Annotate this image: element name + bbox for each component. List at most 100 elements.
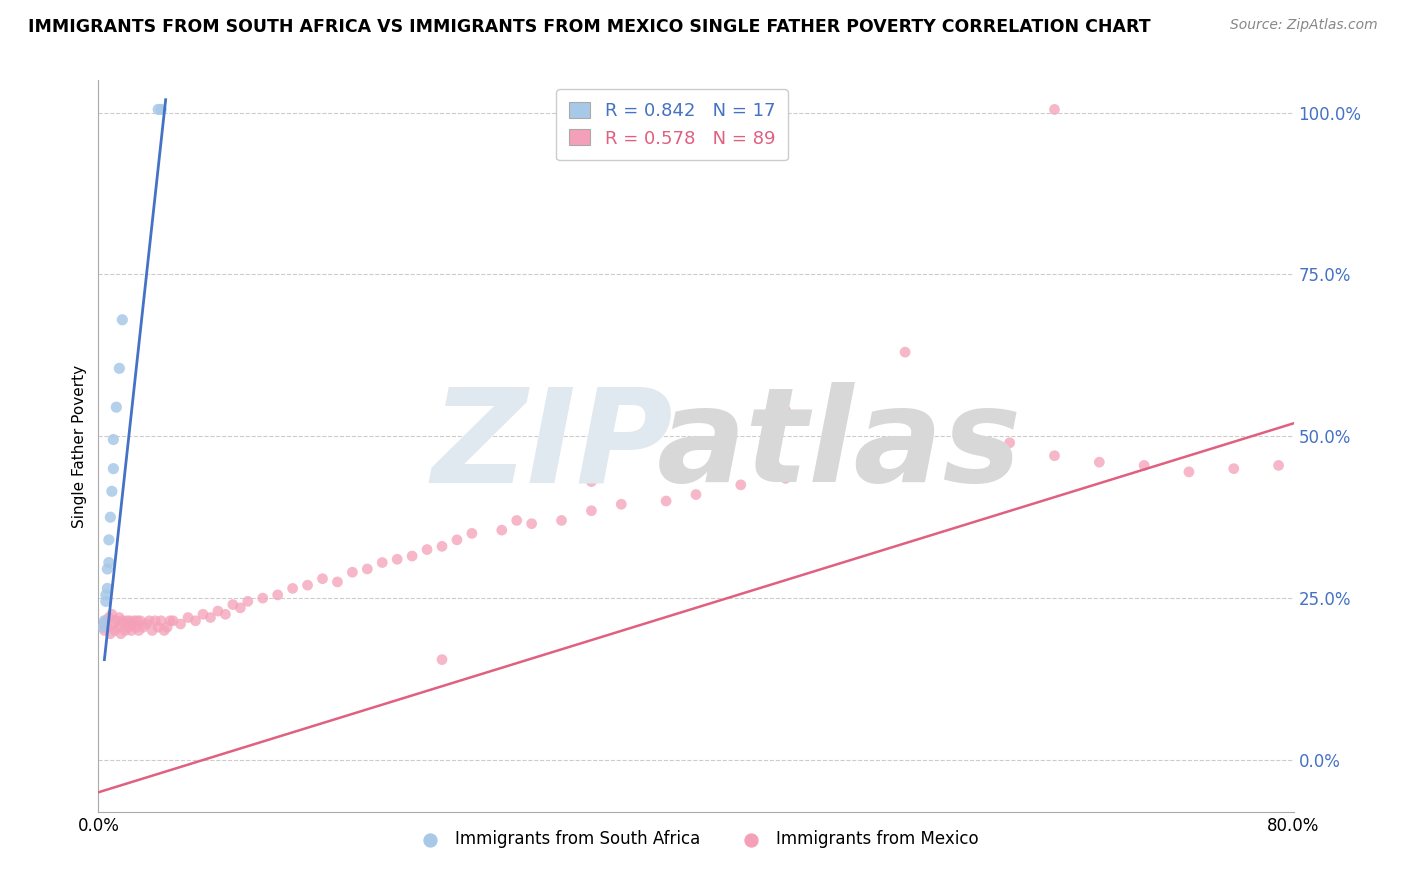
Point <box>214 607 236 622</box>
Point <box>135 617 157 632</box>
Point <box>97 610 120 624</box>
Point <box>150 614 173 628</box>
Point <box>491 523 513 537</box>
Point <box>93 614 115 628</box>
Point <box>101 607 124 622</box>
Point <box>416 542 439 557</box>
Point <box>143 614 166 628</box>
Point <box>430 652 453 666</box>
Point <box>98 626 122 640</box>
Point <box>112 617 135 632</box>
Point <box>311 572 333 586</box>
Point <box>93 624 115 638</box>
Point <box>94 614 117 628</box>
Point <box>105 400 128 414</box>
Point <box>953 423 976 437</box>
Point <box>267 588 290 602</box>
Point <box>342 566 364 580</box>
Point <box>150 103 173 117</box>
Point <box>128 624 150 638</box>
Point <box>550 513 572 527</box>
Point <box>281 582 304 596</box>
Legend: Immigrants from South Africa, Immigrants from Mexico: Immigrants from South Africa, Immigrants… <box>406 823 986 855</box>
Point <box>153 624 176 638</box>
Point <box>1133 458 1156 473</box>
Point <box>125 620 148 634</box>
Point <box>94 588 117 602</box>
Point <box>326 574 349 589</box>
Point <box>103 461 125 475</box>
Point <box>685 487 707 501</box>
Point <box>356 562 378 576</box>
Y-axis label: Single Father Poverty: Single Father Poverty <box>72 365 87 527</box>
Point <box>581 475 603 489</box>
Point <box>97 556 120 570</box>
Point <box>121 617 143 632</box>
Point <box>159 614 181 628</box>
Point <box>297 578 319 592</box>
Point <box>461 526 484 541</box>
Point <box>129 614 152 628</box>
Point <box>101 484 124 499</box>
Point <box>98 510 122 524</box>
Point <box>127 614 149 628</box>
Point <box>148 103 170 117</box>
Point <box>120 624 142 638</box>
Text: Source: ZipAtlas.com: Source: ZipAtlas.com <box>1230 18 1378 32</box>
Point <box>730 478 752 492</box>
Point <box>430 539 453 553</box>
Point <box>1043 449 1066 463</box>
Point <box>184 614 207 628</box>
Point <box>775 403 797 417</box>
Point <box>865 458 887 473</box>
Point <box>1267 458 1289 473</box>
Point <box>401 549 423 563</box>
Point <box>446 533 468 547</box>
Point <box>236 594 259 608</box>
Point <box>169 617 191 632</box>
Point <box>371 556 394 570</box>
Point <box>1043 103 1066 117</box>
Point <box>103 433 125 447</box>
Point <box>191 607 214 622</box>
Point <box>117 620 139 634</box>
Point <box>118 614 141 628</box>
Point <box>115 614 138 628</box>
Text: IMMIGRANTS FROM SOUTH AFRICA VS IMMIGRANTS FROM MEXICO SINGLE FATHER POVERTY COR: IMMIGRANTS FROM SOUTH AFRICA VS IMMIGRAN… <box>28 18 1150 36</box>
Point <box>96 582 118 596</box>
Point <box>91 617 114 632</box>
Point <box>110 626 132 640</box>
Text: atlas: atlas <box>657 383 1022 509</box>
Point <box>385 552 409 566</box>
Point <box>229 600 252 615</box>
Point <box>200 610 222 624</box>
Point <box>1178 465 1201 479</box>
Point <box>1088 455 1111 469</box>
Point <box>105 614 128 628</box>
Point <box>894 345 917 359</box>
Point <box>998 435 1021 450</box>
Point <box>104 624 127 638</box>
Point <box>91 620 114 634</box>
Point <box>148 620 170 634</box>
Point <box>107 620 129 634</box>
Point <box>124 614 146 628</box>
Point <box>97 533 120 547</box>
Point <box>138 614 160 628</box>
Point <box>669 442 692 457</box>
Point <box>908 435 931 450</box>
Point <box>114 624 136 638</box>
Point <box>108 361 131 376</box>
Point <box>506 513 529 527</box>
Point <box>655 494 678 508</box>
Point <box>132 620 155 634</box>
Point <box>222 598 245 612</box>
Text: ZIP: ZIP <box>432 383 673 509</box>
Point <box>111 614 134 628</box>
Point <box>103 617 125 632</box>
Point <box>775 471 797 485</box>
Point <box>96 620 118 634</box>
Point <box>610 497 633 511</box>
Point <box>111 312 134 326</box>
Point <box>141 624 163 638</box>
